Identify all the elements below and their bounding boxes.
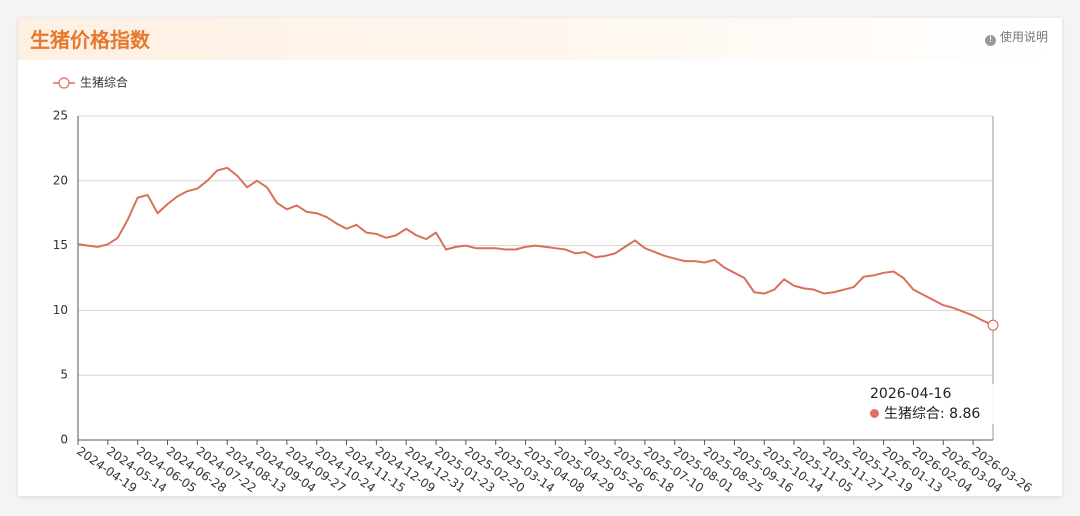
tooltip-date: 2026-04-16 [870,386,952,402]
legend-marker [58,77,70,89]
card-title: 生猪价格指数 [30,28,150,52]
y-tick-label: 5 [60,368,68,382]
y-tick-label: 20 [53,173,68,187]
tooltip-series: 生猪综合 [884,406,949,422]
series-line [77,166,994,327]
y-tick-label: 10 [53,303,68,317]
tooltip-value: 8.86 [949,406,981,422]
help-link[interactable]: ! 使用说明 [984,28,1048,46]
y-tick-label: 0 [60,433,68,447]
last-point [987,319,999,331]
card-header: 生猪价格指数 ! 使用说明 [18,18,1062,60]
tooltip-row: 生猪综合8.86 [870,404,1010,424]
info-icon: ! [984,35,996,46]
help-text: 使用说明 [999,30,1048,44]
chart: 05101520252024-04-192024-05-142024-06-05… [53,75,1035,496]
tooltip: 2026-04-16 生猪综合8.86 [854,384,1010,424]
y-tick-label: 15 [53,238,68,252]
tooltip-dot [870,409,879,418]
y-tick-label: 25 [53,109,68,123]
card: 生猪价格指数 ! 使用说明 0 5 10 15 20 25 2024-04-19 2024-05… [18,18,1062,496]
legend-label: 生猪综合 [80,75,128,90]
